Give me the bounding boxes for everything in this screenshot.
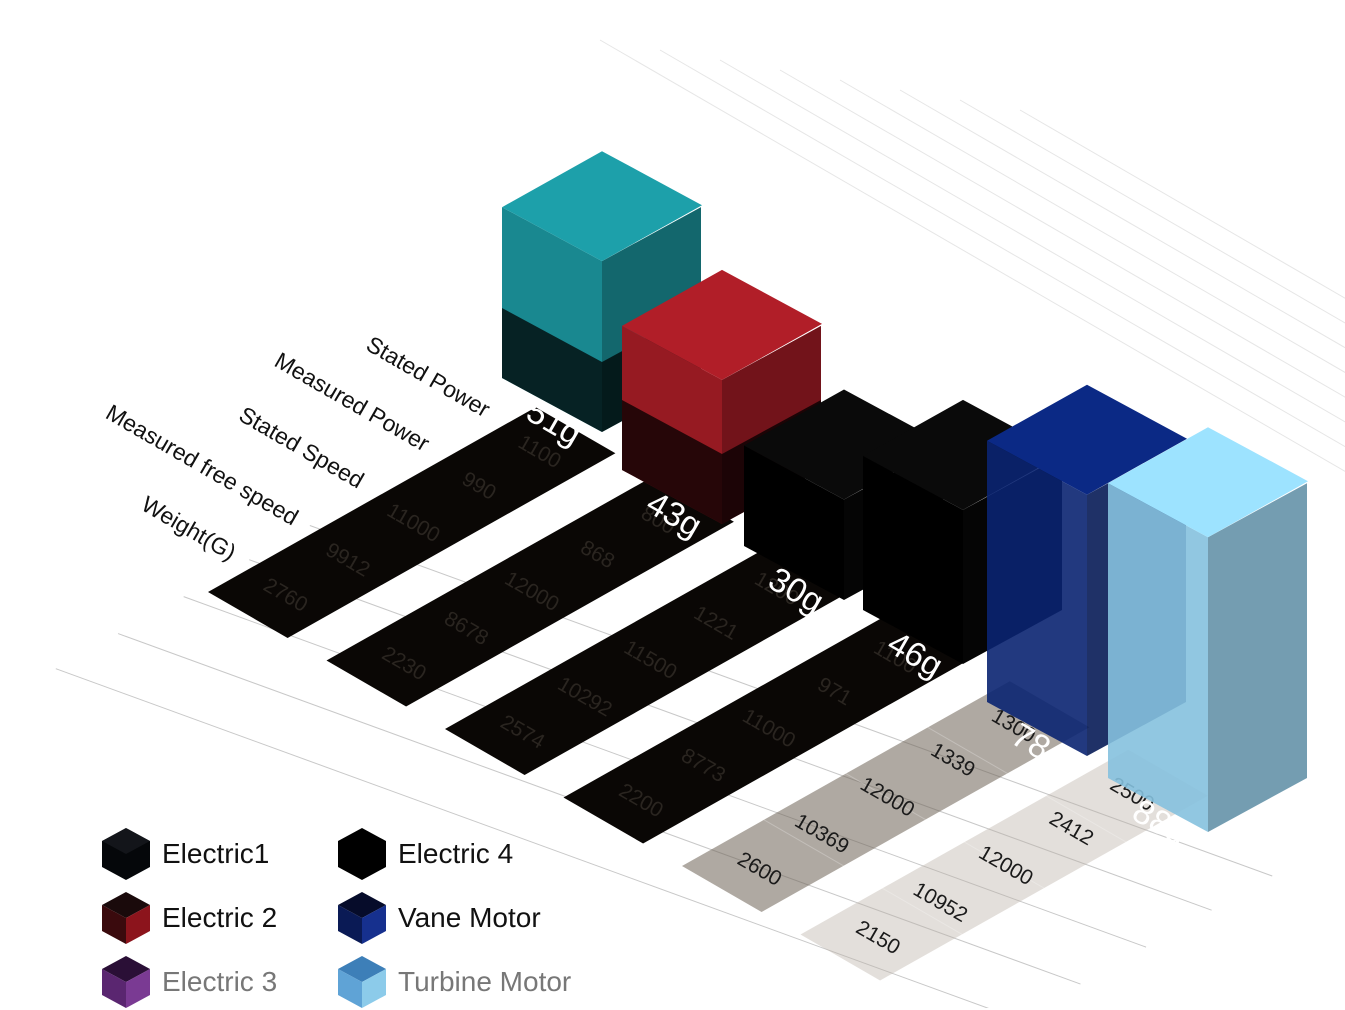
guide-line (719, 59, 1345, 423)
bar-face-top (502, 151, 702, 262)
hexagon-icon (338, 828, 386, 880)
data-card (208, 407, 616, 638)
bar-face-left (863, 455, 963, 664)
legend-item-vane-motor: Vane Motor (336, 890, 541, 946)
guide-line (959, 99, 1345, 324)
data-cards: 1100990110009912276080086812000867822301… (208, 407, 1208, 981)
legend-label: Electric 3 (162, 966, 278, 997)
data-card (682, 681, 1090, 912)
cube-icon (102, 956, 150, 1008)
card-gridline (845, 773, 926, 821)
legend-item-electric1: Electric1 (100, 826, 269, 882)
guide-line (779, 69, 1345, 398)
card-gridline (927, 726, 1008, 774)
data-card (326, 475, 734, 707)
cube-icon (102, 892, 150, 944)
guide-line (599, 39, 1345, 472)
bar-face-left (987, 440, 1087, 756)
bar-face-top (744, 389, 944, 500)
bar-face-top (622, 269, 822, 380)
row-label: Weight(G) (137, 491, 240, 566)
guide-line (1019, 109, 1345, 299)
cube-icon (338, 956, 386, 1008)
legend-label: Vane Motor (398, 902, 541, 933)
data-card (563, 612, 971, 844)
card-gridline (882, 887, 963, 935)
hexagon-icon (102, 828, 150, 880)
bar-face-right (1208, 483, 1307, 832)
bar-face-top (987, 384, 1187, 495)
legend-item-electric3: Electric 3 (100, 954, 277, 1010)
legend-item-electric4: Electric 4 (336, 826, 513, 882)
bar-face-top (1108, 427, 1308, 538)
bar-face-left (744, 445, 844, 600)
legend-label: Electric 2 (162, 902, 278, 933)
guide-line (659, 49, 1345, 448)
bar-face-left (1108, 483, 1208, 832)
guide-line (55, 668, 989, 1008)
legend-item-electric2: Electric 2 (100, 890, 277, 946)
data-card (445, 544, 853, 775)
card-gridline (763, 819, 844, 867)
legend-item-turbine-motor: Turbine Motor (336, 954, 571, 1010)
guide-line (899, 89, 1345, 349)
legend-label: Turbine Motor (398, 966, 572, 997)
legend: Electric1 Electric 4 Electric 2 Vane Mot… (100, 826, 620, 1008)
guide-line (839, 79, 1345, 373)
data-card (800, 749, 1208, 981)
legend-label: Electric 4 (398, 838, 514, 869)
cube-icon (338, 892, 386, 944)
card-gridline (964, 841, 1045, 889)
weight-bar: 88g (1108, 427, 1308, 853)
card-gridline (1046, 795, 1127, 843)
legend-label: Electric1 (162, 838, 270, 869)
